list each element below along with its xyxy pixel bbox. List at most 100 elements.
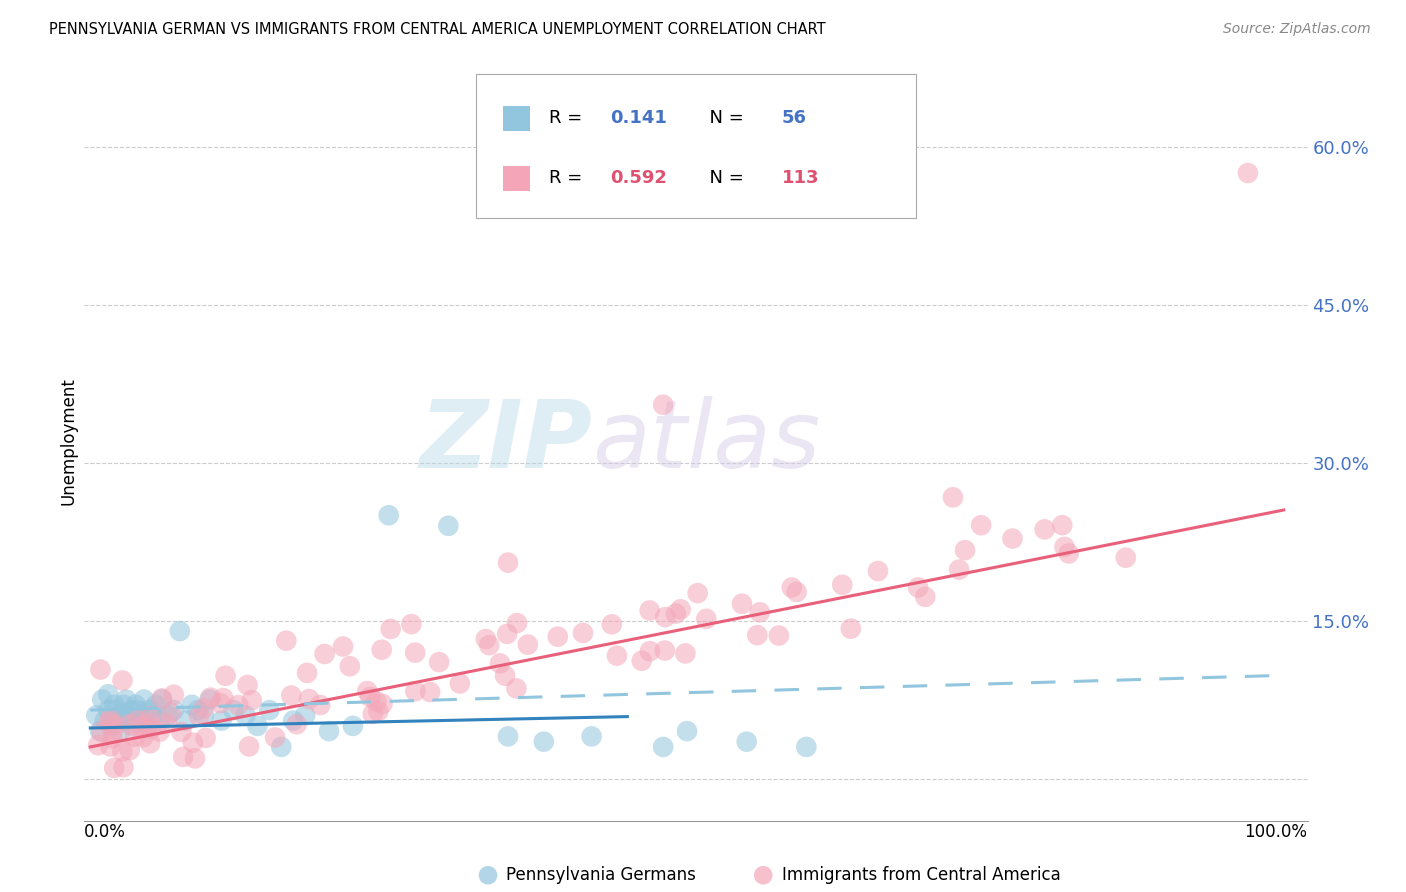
Point xyxy=(948,563,970,577)
Point xyxy=(747,628,769,642)
Point xyxy=(198,692,221,706)
Point xyxy=(169,624,191,639)
Point xyxy=(124,698,146,712)
Point xyxy=(496,556,519,570)
Point xyxy=(1052,518,1074,533)
Point xyxy=(489,657,512,671)
Point xyxy=(665,607,688,621)
Text: 100.0%: 100.0% xyxy=(1244,822,1308,841)
Point xyxy=(953,543,976,558)
Point xyxy=(238,739,260,754)
Point xyxy=(181,735,204,749)
Point xyxy=(136,719,159,733)
Bar xyxy=(503,166,530,191)
Point xyxy=(506,615,529,630)
Point xyxy=(103,698,125,712)
Point xyxy=(115,692,138,706)
Point xyxy=(101,731,124,746)
Point xyxy=(1053,540,1076,554)
Point xyxy=(103,761,125,775)
Point xyxy=(101,719,124,733)
Point xyxy=(581,730,603,744)
Point xyxy=(163,688,186,702)
Point xyxy=(472,847,495,862)
FancyBboxPatch shape xyxy=(475,74,917,218)
Point xyxy=(108,724,131,739)
Point xyxy=(118,743,141,757)
Point xyxy=(638,603,661,617)
Point xyxy=(139,703,162,717)
Point xyxy=(138,716,160,731)
Point xyxy=(796,739,818,754)
Point xyxy=(630,654,652,668)
Text: R =: R = xyxy=(550,169,593,187)
Bar xyxy=(503,105,530,130)
Point xyxy=(600,617,623,632)
Point xyxy=(970,518,993,533)
Point xyxy=(270,739,292,754)
Point xyxy=(235,708,257,723)
Point xyxy=(127,714,149,728)
Point xyxy=(127,703,149,717)
Point xyxy=(141,708,163,723)
Point xyxy=(132,692,155,706)
Point xyxy=(101,725,124,739)
Text: Pennsylvania Germans: Pennsylvania Germans xyxy=(506,866,696,884)
Point xyxy=(124,730,146,744)
Point xyxy=(1115,550,1137,565)
Point xyxy=(97,715,120,730)
Point xyxy=(505,681,527,696)
Point xyxy=(427,655,450,669)
Point xyxy=(200,690,222,705)
Point xyxy=(112,698,135,712)
Point xyxy=(264,731,287,745)
Text: PENNSYLVANIA GERMAN VS IMMIGRANTS FROM CENTRAL AMERICA UNEMPLOYMENT CORRELATION : PENNSYLVANIA GERMAN VS IMMIGRANTS FROM C… xyxy=(49,22,825,37)
Point xyxy=(156,708,179,723)
Point xyxy=(129,708,152,723)
Point xyxy=(942,491,965,505)
Point xyxy=(673,647,696,661)
Point xyxy=(366,694,388,708)
Point xyxy=(295,665,318,680)
Point xyxy=(686,586,709,600)
Point xyxy=(132,730,155,744)
Text: Immigrants from Central America: Immigrants from Central America xyxy=(782,866,1060,884)
Point xyxy=(188,709,211,723)
Point xyxy=(159,706,181,720)
Text: N =: N = xyxy=(699,169,749,187)
Point xyxy=(652,398,675,412)
Point xyxy=(111,673,134,688)
Point xyxy=(839,622,862,636)
Point xyxy=(786,585,808,599)
Point xyxy=(731,597,754,611)
Point xyxy=(193,701,215,715)
Point xyxy=(155,716,177,731)
Point xyxy=(496,730,519,744)
Point xyxy=(172,750,194,764)
Point xyxy=(90,724,112,739)
Point xyxy=(676,724,699,739)
Point xyxy=(280,689,302,703)
Point xyxy=(735,734,758,748)
Point xyxy=(174,714,197,728)
Point xyxy=(131,720,153,734)
Point xyxy=(533,734,555,748)
Point xyxy=(342,719,364,733)
Point xyxy=(105,703,128,717)
Point xyxy=(356,684,378,698)
Text: R =: R = xyxy=(550,109,593,127)
Point xyxy=(211,714,233,728)
Point xyxy=(572,626,595,640)
Point xyxy=(187,703,209,717)
Y-axis label: Unemployment: Unemployment xyxy=(59,377,77,506)
Point xyxy=(914,590,936,604)
Point xyxy=(276,633,298,648)
Point xyxy=(103,714,125,728)
Point xyxy=(695,612,717,626)
Point xyxy=(84,708,107,723)
Point xyxy=(193,708,215,723)
Point xyxy=(318,724,340,739)
Point xyxy=(87,738,110,752)
Point xyxy=(139,722,162,736)
Point xyxy=(359,690,381,704)
